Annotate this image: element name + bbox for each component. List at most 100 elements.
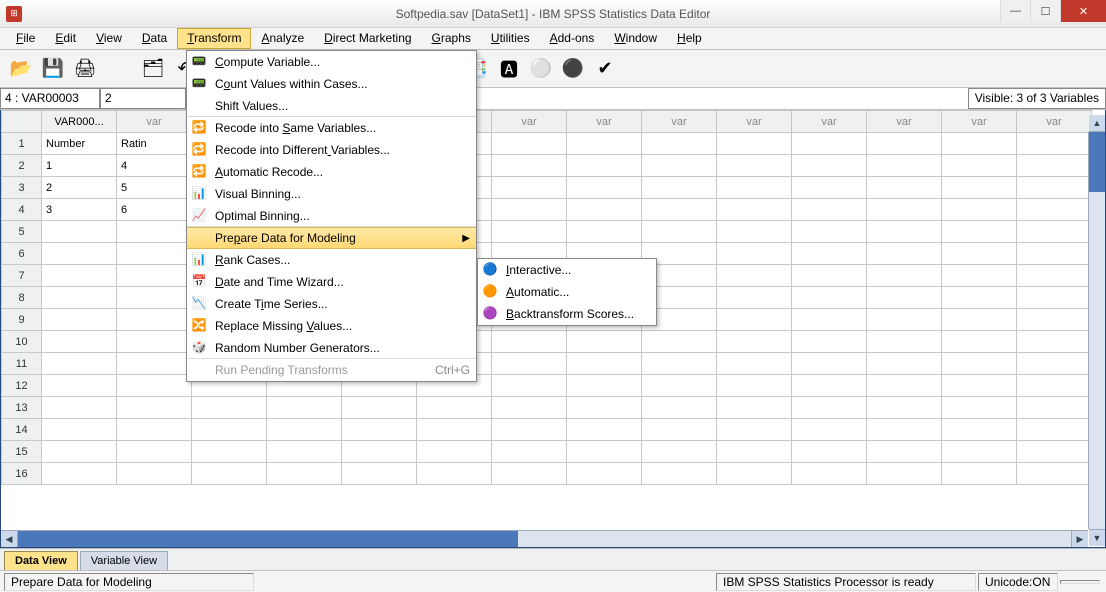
menu-item-recode-into-different-variables[interactable]: 🔁Recode into Different Variables... bbox=[187, 139, 476, 161]
menu-edit[interactable]: Edit bbox=[45, 28, 86, 49]
cell-r4-c6[interactable] bbox=[492, 199, 567, 221]
cell-r15-c5[interactable] bbox=[417, 441, 492, 463]
cell-r16-c7[interactable] bbox=[567, 463, 642, 485]
cell-r2-c8[interactable] bbox=[642, 155, 717, 177]
vertical-scrollbar[interactable]: ▲ ▼ bbox=[1088, 132, 1105, 529]
cell-r16-c0[interactable] bbox=[42, 463, 117, 485]
cell-r3-c8[interactable] bbox=[642, 177, 717, 199]
cell-r1-c10[interactable] bbox=[792, 133, 867, 155]
menu-item-compute-variable[interactable]: 📟Compute Variable... bbox=[187, 51, 476, 73]
cell-r14-c0[interactable] bbox=[42, 419, 117, 441]
cell-r14-c2[interactable] bbox=[192, 419, 267, 441]
cell-r7-c1[interactable] bbox=[117, 265, 192, 287]
cell-r1-c9[interactable] bbox=[717, 133, 792, 155]
cell-r16-c4[interactable] bbox=[342, 463, 417, 485]
cell-r8-c0[interactable] bbox=[42, 287, 117, 309]
cell-r10-c11[interactable] bbox=[867, 331, 942, 353]
menu-view[interactable]: View bbox=[86, 28, 132, 49]
toolbar-button-16[interactable]: ✔ bbox=[590, 54, 620, 84]
row-header-3[interactable]: 3 bbox=[2, 177, 42, 199]
tab-data-view[interactable]: Data View bbox=[4, 551, 78, 570]
column-header-11[interactable]: var bbox=[867, 111, 942, 133]
cell-r12-c7[interactable] bbox=[567, 375, 642, 397]
cell-r2-c12[interactable] bbox=[942, 155, 1017, 177]
cell-r16-c5[interactable] bbox=[417, 463, 492, 485]
cell-r2-c7[interactable] bbox=[567, 155, 642, 177]
cell-r6-c0[interactable] bbox=[42, 243, 117, 265]
column-header-8[interactable]: var bbox=[642, 111, 717, 133]
cell-r3-c6[interactable] bbox=[492, 177, 567, 199]
toolbar-button-3[interactable]: 🗂 bbox=[138, 54, 168, 84]
toolbar-button-0[interactable]: 📂 bbox=[6, 54, 36, 84]
cell-r16-c8[interactable] bbox=[642, 463, 717, 485]
cell-r5-c12[interactable] bbox=[942, 221, 1017, 243]
scroll-down-arrow[interactable]: ▼ bbox=[1089, 529, 1105, 546]
toolbar-button-2[interactable]: 🖨 bbox=[70, 54, 100, 84]
row-header-9[interactable]: 9 bbox=[2, 309, 42, 331]
cell-r7-c9[interactable] bbox=[717, 265, 792, 287]
cell-r11-c11[interactable] bbox=[867, 353, 942, 375]
cell-r8-c9[interactable] bbox=[717, 287, 792, 309]
column-header-9[interactable]: var bbox=[717, 111, 792, 133]
column-header-1[interactable]: var bbox=[117, 111, 192, 133]
cell-r10-c0[interactable] bbox=[42, 331, 117, 353]
menu-direct-marketing[interactable]: Direct Marketing bbox=[314, 28, 421, 49]
menu-item-random-number-generators[interactable]: 🎲Random Number Generators... bbox=[187, 337, 476, 359]
row-header-6[interactable]: 6 bbox=[2, 243, 42, 265]
cell-r5-c8[interactable] bbox=[642, 221, 717, 243]
submenu-item-interactive[interactable]: 🔵Interactive... bbox=[478, 259, 656, 281]
menu-item-automatic-recode[interactable]: 🔁Automatic Recode... bbox=[187, 161, 476, 183]
cell-r6-c10[interactable] bbox=[792, 243, 867, 265]
tab-variable-view[interactable]: Variable View bbox=[80, 551, 168, 570]
menu-transform[interactable]: Transform bbox=[177, 28, 251, 49]
cell-r3-c0[interactable]: 2 bbox=[42, 177, 117, 199]
cell-r6-c13[interactable] bbox=[1017, 243, 1092, 265]
scroll-right-arrow[interactable]: ▶ bbox=[1071, 531, 1088, 547]
cell-r6-c9[interactable] bbox=[717, 243, 792, 265]
cell-r9-c1[interactable] bbox=[117, 309, 192, 331]
column-header-0[interactable]: VAR000... bbox=[42, 111, 117, 133]
cell-r10-c7[interactable] bbox=[567, 331, 642, 353]
cell-r15-c10[interactable] bbox=[792, 441, 867, 463]
cell-r8-c10[interactable] bbox=[792, 287, 867, 309]
menu-data[interactable]: Data bbox=[132, 28, 177, 49]
cell-r10-c13[interactable] bbox=[1017, 331, 1092, 353]
cell-r13-c12[interactable] bbox=[942, 397, 1017, 419]
submenu-item-automatic[interactable]: 🟠Automatic... bbox=[478, 281, 656, 303]
cell-r2-c1[interactable]: 4 bbox=[117, 155, 192, 177]
cell-r2-c9[interactable] bbox=[717, 155, 792, 177]
row-header-1[interactable]: 1 bbox=[2, 133, 42, 155]
cell-r10-c6[interactable] bbox=[492, 331, 567, 353]
cell-r13-c1[interactable] bbox=[117, 397, 192, 419]
cell-r4-c12[interactable] bbox=[942, 199, 1017, 221]
cell-r8-c11[interactable] bbox=[867, 287, 942, 309]
cell-r13-c4[interactable] bbox=[342, 397, 417, 419]
cell-r5-c10[interactable] bbox=[792, 221, 867, 243]
menu-item-shift-values[interactable]: Shift Values... bbox=[187, 95, 476, 117]
cell-r10-c9[interactable] bbox=[717, 331, 792, 353]
cell-r5-c1[interactable] bbox=[117, 221, 192, 243]
menu-item-count-values-within-cases[interactable]: 📟Count Values within Cases... bbox=[187, 73, 476, 95]
submenu-item-backtransform-scores[interactable]: 🟣Backtransform Scores... bbox=[478, 303, 656, 325]
row-header-5[interactable]: 5 bbox=[2, 221, 42, 243]
menu-utilities[interactable]: Utilities bbox=[481, 28, 540, 49]
minimize-button[interactable]: — bbox=[1000, 0, 1030, 22]
cell-r7-c13[interactable] bbox=[1017, 265, 1092, 287]
cell-r1-c7[interactable] bbox=[567, 133, 642, 155]
cell-r11-c6[interactable] bbox=[492, 353, 567, 375]
cell-r16-c11[interactable] bbox=[867, 463, 942, 485]
cell-r15-c6[interactable] bbox=[492, 441, 567, 463]
cell-r14-c12[interactable] bbox=[942, 419, 1017, 441]
cell-r13-c6[interactable] bbox=[492, 397, 567, 419]
cell-r13-c5[interactable] bbox=[417, 397, 492, 419]
menu-item-recode-into-same-variables[interactable]: 🔁Recode into Same Variables... bbox=[187, 117, 476, 139]
row-header-4[interactable]: 4 bbox=[2, 199, 42, 221]
cell-r12-c13[interactable] bbox=[1017, 375, 1092, 397]
cell-r14-c3[interactable] bbox=[267, 419, 342, 441]
cell-r5-c7[interactable] bbox=[567, 221, 642, 243]
row-header-2[interactable]: 2 bbox=[2, 155, 42, 177]
maximize-button[interactable]: ☐ bbox=[1030, 0, 1060, 22]
cell-r16-c3[interactable] bbox=[267, 463, 342, 485]
cell-r16-c9[interactable] bbox=[717, 463, 792, 485]
cell-r10-c1[interactable] bbox=[117, 331, 192, 353]
